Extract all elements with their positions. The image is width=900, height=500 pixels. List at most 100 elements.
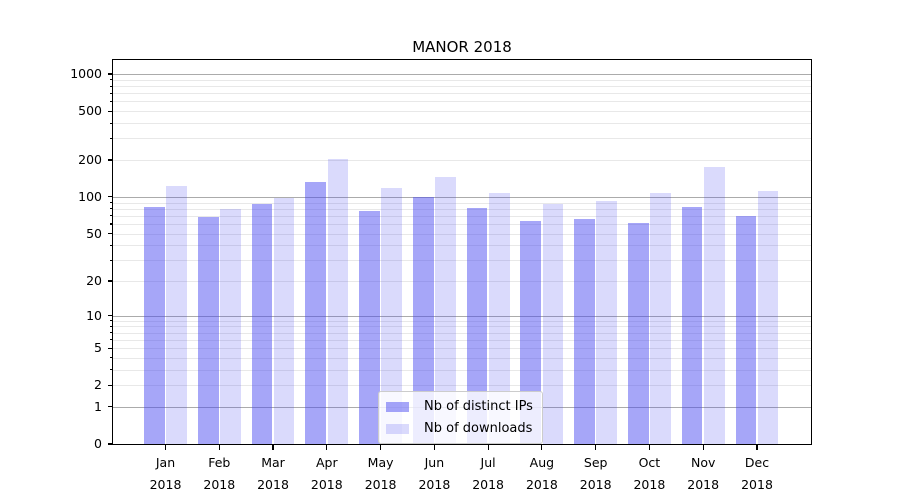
y-gridline-minor xyxy=(113,260,811,262)
x-tick xyxy=(541,444,543,450)
bar-distinct-ips xyxy=(520,221,542,444)
legend-label-downloads: Nb of downloads xyxy=(424,421,533,436)
x-tick-label: Sep 2018 xyxy=(566,452,626,495)
y-gridline-minor xyxy=(113,79,811,81)
x-tick-label: Jun 2018 xyxy=(404,452,464,495)
y-gridline-minor xyxy=(113,101,811,103)
y-tick xyxy=(107,315,113,317)
y-minor-tick xyxy=(109,244,113,246)
x-tick xyxy=(756,444,758,450)
y-gridline-minor xyxy=(113,245,811,247)
plot-area: Nb of distinct IPs Nb of downloads xyxy=(113,60,811,444)
bar-distinct-ips xyxy=(251,204,273,444)
y-gridline-minor xyxy=(113,86,811,87)
y-minor-tick xyxy=(109,369,113,371)
y-tick-label: 100 xyxy=(78,188,102,204)
x-tick-label: Apr 2018 xyxy=(297,452,357,495)
y-minor-tick xyxy=(109,100,113,103)
y-minor-tick xyxy=(109,259,113,261)
y-minor-tick xyxy=(109,320,113,322)
x-tick xyxy=(380,444,382,450)
y-gridline-major xyxy=(113,196,811,198)
y-tick xyxy=(107,73,113,75)
y-tick-label: 1 xyxy=(94,398,102,414)
y-gridline-major xyxy=(113,74,811,75)
y-minor-tick xyxy=(109,92,113,94)
bar-downloads xyxy=(166,185,187,444)
y-minor-tick xyxy=(109,332,113,334)
bar-downloads xyxy=(381,188,403,444)
y-minor-tick xyxy=(109,325,113,327)
x-tick-year: 2018 xyxy=(472,476,504,492)
y-minor-tick xyxy=(109,79,113,81)
bar-downloads xyxy=(488,192,510,444)
y-minor-tick xyxy=(109,208,113,210)
y-minor-tick xyxy=(109,215,113,217)
y-minor-tick xyxy=(109,137,113,140)
y-gridline-minor xyxy=(113,233,811,235)
bar-distinct-ips xyxy=(197,216,219,444)
bar-distinct-ips xyxy=(466,208,488,444)
x-tick-month: Sep xyxy=(583,455,608,470)
y-gridline-minor xyxy=(113,111,811,113)
y-gridline-minor xyxy=(113,223,811,225)
y-minor-tick xyxy=(109,122,113,124)
legend-swatch-downloads xyxy=(386,423,409,434)
x-tick-month: Nov xyxy=(690,455,716,470)
y-minor-tick xyxy=(109,339,113,341)
x-tick-month: Jun xyxy=(424,455,445,470)
bar-distinct-ips xyxy=(574,218,595,444)
x-tick-label: Nov 2018 xyxy=(673,452,733,495)
y-tick xyxy=(107,406,113,408)
x-tick-label: Dec 2018 xyxy=(727,452,787,495)
x-tick xyxy=(272,444,274,450)
y-tick-label: 1000 xyxy=(70,66,102,81)
bar-downloads xyxy=(435,176,456,444)
legend-item-downloads: Nb of downloads xyxy=(386,419,533,438)
y-tick-label: 10 xyxy=(86,307,102,323)
y-gridline-minor xyxy=(113,320,811,322)
x-tick xyxy=(164,444,167,450)
x-tick-year: 2018 xyxy=(579,476,612,492)
bar-distinct-ips xyxy=(359,210,380,444)
y-gridline-minor xyxy=(113,208,811,210)
bar-distinct-ips xyxy=(735,215,757,444)
y-tick-label: 50 xyxy=(86,225,102,241)
bar-distinct-ips xyxy=(627,223,649,444)
y-tick xyxy=(107,280,113,282)
y-tick xyxy=(107,196,113,198)
x-tick-month: Jan xyxy=(155,455,176,470)
x-tick-year: 2018 xyxy=(310,476,343,492)
y-gridline-minor xyxy=(113,281,811,282)
x-tick-year: 2018 xyxy=(149,476,182,492)
x-tick-year: 2018 xyxy=(257,476,289,492)
legend: Nb of distinct IPs Nb of downloads xyxy=(378,391,543,444)
y-tick-label: 5 xyxy=(94,340,102,356)
y-gridline-minor xyxy=(113,215,811,217)
y-gridline-minor xyxy=(113,123,811,124)
y-gridline-major xyxy=(113,315,811,317)
x-tick-month: Aug xyxy=(529,455,555,470)
y-gridline-minor xyxy=(113,138,811,140)
x-tick xyxy=(487,444,489,450)
y-tick-label: 0 xyxy=(94,436,102,451)
bar-downloads xyxy=(327,159,349,444)
chart-title: MANOR 2018 xyxy=(412,38,512,56)
bar-downloads xyxy=(596,200,618,444)
y-minor-tick xyxy=(109,223,113,225)
y-gridline-minor xyxy=(113,326,811,328)
x-tick-label: Aug 2018 xyxy=(512,452,572,495)
y-tick xyxy=(107,232,113,235)
legend-item-distinct-ips: Nb of distinct IPs xyxy=(386,397,533,416)
y-gridline-minor xyxy=(113,332,811,334)
x-tick-year: 2018 xyxy=(633,476,666,492)
y-tick xyxy=(107,110,113,112)
x-tick-year: 2018 xyxy=(525,476,558,492)
x-tick-month: Apr xyxy=(315,455,338,470)
y-gridline-minor xyxy=(113,93,811,95)
x-tick xyxy=(218,444,220,450)
bar-downloads xyxy=(542,203,564,444)
legend-swatch-distinct-ips xyxy=(386,401,409,412)
bar-downloads xyxy=(220,208,241,444)
